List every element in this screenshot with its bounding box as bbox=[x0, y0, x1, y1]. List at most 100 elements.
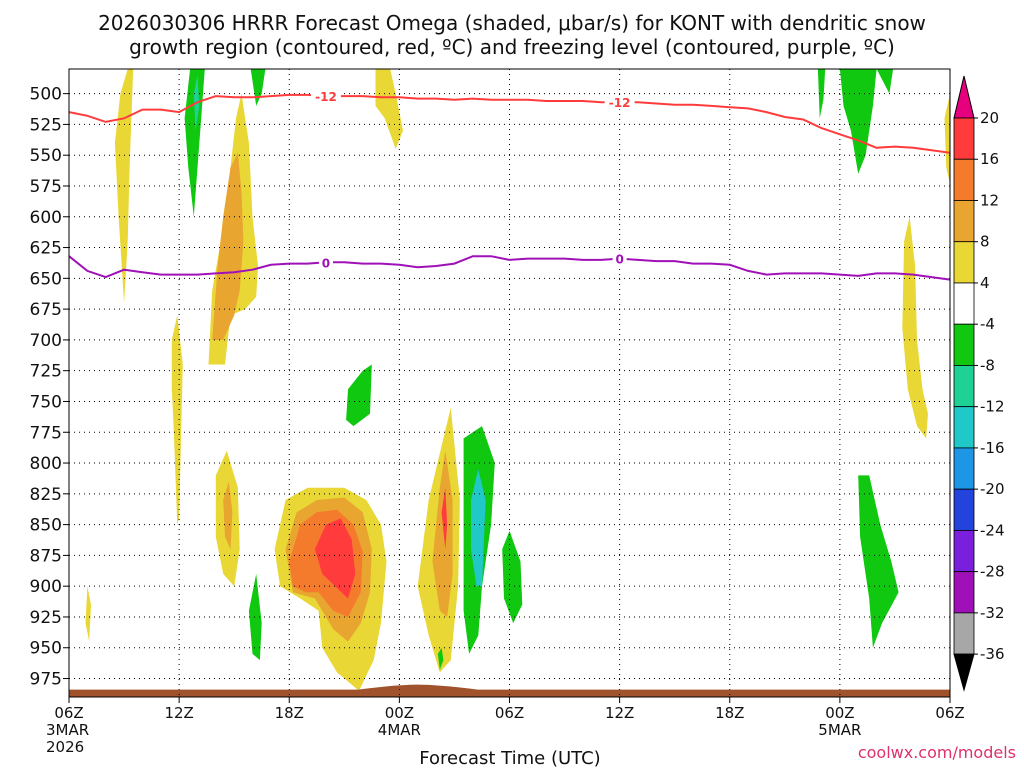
x-tick-label: 00Z bbox=[825, 704, 854, 722]
isotherm-zero-label-bg bbox=[612, 251, 627, 266]
y-tick-label: 650 bbox=[30, 269, 62, 289]
colorbar-band-3 bbox=[953, 200, 975, 243]
y-tick-label: 975 bbox=[30, 670, 62, 690]
x-tick-label: 06Z bbox=[54, 704, 83, 722]
colorbar-label: 12 bbox=[980, 191, 999, 209]
omega-region-14 bbox=[441, 487, 448, 550]
colorbar-band-11 bbox=[953, 530, 975, 573]
y-tick-label: 800 bbox=[30, 454, 62, 474]
omega-shading-layer bbox=[85, 69, 950, 691]
grid-layer bbox=[68, 69, 951, 697]
isotherm-zero-label: 0 bbox=[322, 256, 330, 270]
colorbar-label: -20 bbox=[980, 480, 1005, 498]
omega-region-3 bbox=[171, 315, 183, 525]
x-tick-label: 12Z bbox=[164, 704, 193, 722]
omega-region-25 bbox=[437, 647, 444, 670]
colorbar-band-12 bbox=[953, 571, 975, 614]
colorbar-label: -4 bbox=[980, 315, 995, 333]
y-tick-label: 600 bbox=[30, 208, 62, 228]
isotherm-minus12-label: -12 bbox=[609, 96, 631, 110]
isotherm-zero-line bbox=[69, 255, 950, 281]
omega-region-29 bbox=[876, 69, 894, 94]
omega-region-2 bbox=[212, 152, 244, 340]
y-tick-label: 500 bbox=[30, 85, 62, 105]
y-tick-label: 675 bbox=[30, 300, 62, 320]
x-tick-label: 06Z bbox=[935, 704, 964, 722]
y-axis: 500 525 550 575 600 625 650 675 700 725 750 775 800 8… bbox=[30, 85, 69, 690]
y-tick-label: 775 bbox=[30, 423, 62, 443]
colorbar-label: 16 bbox=[980, 150, 999, 168]
colorbar-bottom-arrow bbox=[953, 653, 975, 692]
colorbar-label: -12 bbox=[980, 398, 1005, 416]
y-tick-label: 550 bbox=[30, 146, 62, 166]
credit-label: coolwx.com/models bbox=[858, 743, 1016, 762]
isotherm-minus12-label-bg bbox=[604, 95, 635, 110]
colorbar-label: 8 bbox=[980, 233, 990, 251]
y-tick-label: 900 bbox=[30, 577, 62, 597]
colorbar-band-5 bbox=[953, 282, 975, 325]
colorbar-band-2 bbox=[953, 158, 975, 201]
y-tick-label: 700 bbox=[30, 331, 62, 351]
colorbar-label: -32 bbox=[980, 604, 1005, 622]
x-date-label: 5MAR bbox=[818, 721, 861, 739]
colorbar-band-7 bbox=[953, 365, 975, 408]
colorbar-label: -16 bbox=[980, 439, 1005, 457]
colorbar-band-9 bbox=[953, 447, 975, 490]
ground-layer bbox=[69, 684, 950, 697]
isotherm-minus12-label-bg bbox=[310, 89, 341, 104]
colorbar-label: 20 bbox=[980, 109, 999, 127]
y-tick-label: 625 bbox=[30, 239, 62, 259]
x-tick-label: 00Z bbox=[385, 704, 414, 722]
isotherm-layer: -12 -12 0 0 bbox=[69, 89, 950, 281]
omega-region-23 bbox=[471, 469, 486, 587]
omega-region-15 bbox=[902, 216, 928, 439]
x-date-label: 3MAR bbox=[46, 721, 89, 739]
y-tick-label: 525 bbox=[30, 115, 62, 135]
y-tick-label: 750 bbox=[30, 392, 62, 412]
omega-region-26 bbox=[817, 69, 826, 119]
chart-title-line1: 2026030306 HRRR Forecast Omega (shaded, … bbox=[98, 11, 926, 35]
colorbar-label: -8 bbox=[980, 356, 995, 374]
x-tick-label: 18Z bbox=[715, 704, 744, 722]
omega-region-20 bbox=[346, 364, 372, 427]
colorbar-band-1 bbox=[953, 117, 975, 160]
ground-surface bbox=[69, 684, 950, 697]
colorbar-band-8 bbox=[953, 406, 975, 449]
omega-region-19 bbox=[250, 69, 266, 106]
isotherm-minus12-line bbox=[69, 93, 950, 154]
omega-region-24 bbox=[502, 530, 523, 624]
omega-region-28 bbox=[858, 475, 899, 648]
isotherm-minus12-label: -12 bbox=[315, 90, 337, 104]
omega-region-10 bbox=[314, 518, 356, 599]
colorbar-label: -28 bbox=[980, 563, 1005, 581]
colorbar-band-4 bbox=[953, 241, 975, 284]
omega-region-16 bbox=[944, 93, 950, 185]
omega-region-27 bbox=[839, 69, 877, 174]
colorbar-label: 4 bbox=[980, 274, 990, 292]
y-tick-label: 825 bbox=[30, 485, 62, 505]
omega-region-11 bbox=[375, 69, 403, 149]
x-axis-label: Forecast Time (UTC) bbox=[419, 748, 600, 768]
chart-title-line2: growth region (contoured, red, ºC) and f… bbox=[129, 35, 895, 59]
x-tick-label: 12Z bbox=[605, 704, 634, 722]
y-tick-label: 575 bbox=[30, 177, 62, 197]
isotherm-zero-label-bg bbox=[318, 255, 333, 270]
x-date-label: 4MAR bbox=[378, 721, 421, 739]
x-year-label: 2026 bbox=[46, 738, 84, 756]
omega-region-13 bbox=[432, 450, 453, 617]
colorbar-band-6 bbox=[953, 323, 975, 366]
y-tick-label: 950 bbox=[30, 639, 62, 659]
colorbar-label: -36 bbox=[980, 645, 1005, 663]
isotherm-zero-label: 0 bbox=[615, 253, 623, 267]
colorbar-band-13 bbox=[953, 612, 975, 655]
y-tick-label: 925 bbox=[30, 608, 62, 628]
y-tick-label: 725 bbox=[30, 362, 62, 382]
colorbar-band-10 bbox=[953, 488, 975, 531]
x-tick-label: 06Z bbox=[495, 704, 524, 722]
y-tick-label: 875 bbox=[30, 546, 62, 566]
omega-region-21 bbox=[248, 573, 262, 661]
omega-region-6 bbox=[223, 481, 233, 550]
colorbar: 20 16 12 8 4 -4 -8 -12 -16 -20 -24 -28 -32 -36 bbox=[953, 75, 1005, 692]
